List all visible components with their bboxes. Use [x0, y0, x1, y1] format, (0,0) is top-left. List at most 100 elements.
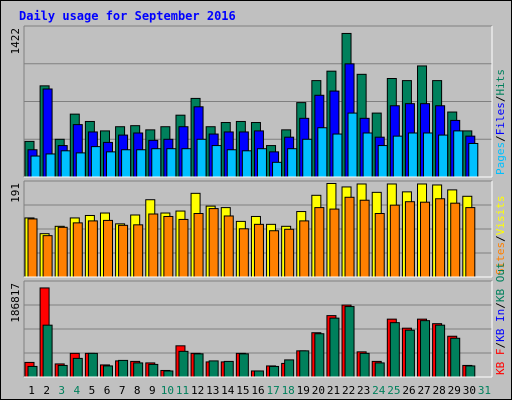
bar-pages-day-20: [317, 127, 328, 178]
bar-pages-day-6: [105, 151, 116, 178]
bar-kb-out-day-14: [223, 360, 234, 378]
x-tick-label: 10: [161, 384, 174, 397]
bar-sites-day-22: [344, 196, 355, 278]
panel-hits-files-pages: 1422 Pages/Files/Hits: [9, 25, 507, 178]
bar-pages-day-13: [211, 145, 222, 178]
x-tick-label: 20: [312, 384, 325, 397]
bar-sites-day-15: [238, 228, 249, 278]
bar-sites-day-4: [72, 222, 83, 278]
legend-separator: /: [494, 235, 507, 242]
bar-kb-out-day-27: [420, 320, 431, 378]
bar-kb-out-day-28: [435, 324, 446, 378]
bar-sites-day-25: [389, 204, 400, 278]
bar-sites-day-1: [27, 218, 38, 278]
legend-item: Files: [494, 102, 507, 135]
legend: Pages/Files/Hits: [494, 69, 507, 175]
bar-kb-out-day-3: [57, 364, 68, 378]
x-tick-label: 17: [266, 384, 279, 397]
bar-kb-out-day-7: [118, 359, 129, 378]
x-tick-label: 19: [297, 384, 310, 397]
bar-kb-out-day-5: [87, 352, 98, 378]
x-tick-label: 30: [463, 384, 476, 397]
bar-sites-day-28: [435, 198, 446, 278]
x-tick-label: 1: [28, 384, 35, 397]
legend-separator: /: [494, 302, 507, 309]
bar-kb-out-day-24: [374, 362, 385, 378]
bar-sites-day-2: [42, 235, 53, 278]
bar-kb-out-day-2: [42, 324, 53, 378]
x-tick-label: 24: [372, 384, 386, 397]
bar-sites-day-20: [314, 207, 325, 278]
bar-sites-day-23: [359, 199, 370, 278]
x-tick-label: 15: [236, 384, 249, 397]
x-tick-label: 27: [417, 384, 430, 397]
bar-pages-day-26: [407, 132, 418, 178]
bar-kb-out-day-19: [299, 350, 310, 378]
bar-kb-out-day-12: [193, 353, 204, 378]
bar-kb-out-day-17: [269, 365, 280, 378]
bar-pages-day-22: [347, 112, 358, 178]
bar-sites-day-27: [420, 201, 431, 278]
bar-pages-day-14: [226, 149, 237, 178]
bar-kb-out-day-11: [178, 350, 189, 378]
x-tick-label: 9: [149, 384, 156, 397]
bar-pages-day-19: [302, 138, 313, 178]
legend: KB F/KB In/KB Out: [494, 262, 507, 375]
bar-sites-day-17: [269, 230, 280, 278]
bar-pages-day-24: [377, 145, 388, 178]
bar-pages-day-21: [332, 133, 343, 178]
x-tick-label: 7: [119, 384, 126, 397]
bar-sites-day-26: [404, 201, 415, 278]
bar-pages-day-16: [256, 148, 267, 178]
bar-kb-out-day-10: [163, 370, 174, 378]
bar-pages-day-2: [45, 153, 56, 178]
bar-kb-out-day-4: [72, 357, 83, 378]
x-tick-label: 26: [402, 384, 415, 397]
bar-sites-day-16: [253, 223, 264, 278]
bar-pages-day-25: [392, 135, 403, 178]
bar-sites-day-11: [178, 218, 189, 278]
y-max-label: 191: [9, 183, 22, 203]
bar-pages-day-12: [196, 138, 207, 178]
x-tick-label: 22: [342, 384, 355, 397]
x-tick-label: 16: [251, 384, 264, 397]
bar-sites-day-30: [465, 207, 476, 278]
bar-pages-day-1: [30, 155, 41, 178]
bar-sites-day-19: [299, 220, 310, 278]
bar-pages-day-17: [272, 161, 283, 178]
bar-pages-day-23: [362, 132, 373, 178]
bar-pages-day-11: [181, 148, 192, 178]
bar-sites-day-13: [208, 208, 219, 278]
bar-kb-out-day-16: [253, 370, 264, 378]
legend-item: Visits: [494, 196, 507, 236]
chart-title: Daily usage for September 2016: [19, 9, 236, 23]
bar-kb-out-day-22: [344, 306, 355, 378]
legend-item: KB Out: [494, 262, 507, 302]
bar-sites-day-7: [118, 224, 129, 278]
bar-pages-day-8: [136, 149, 147, 178]
bar-sites-day-21: [329, 208, 340, 278]
bar-kb-out-day-18: [284, 359, 295, 378]
bar-kb-out-day-6: [102, 365, 113, 378]
x-tick-label: 6: [104, 384, 111, 397]
bar-kb-out-day-15: [238, 353, 249, 378]
bar-sites-day-8: [133, 224, 144, 278]
bar-pages-day-4: [75, 152, 86, 178]
bar-sites-day-9: [148, 213, 159, 278]
legend: Sites/Visits: [494, 196, 507, 276]
bar-sites-day-6: [102, 219, 113, 278]
panel-kb-in-out: 186817 KB F/KB In/KB Out: [9, 262, 507, 378]
x-tick-label: 12: [191, 384, 204, 397]
bar-pages-day-27: [423, 132, 434, 178]
bar-sites-day-12: [193, 213, 204, 278]
bar-pages-day-5: [90, 146, 101, 178]
bar-kb-out-day-26: [404, 329, 415, 378]
y-max-label: 186817: [9, 283, 22, 323]
y-max-label: 1422: [9, 28, 22, 55]
x-tick-label: 5: [89, 384, 96, 397]
bar-kb-out-day-13: [208, 360, 219, 378]
x-tick-label: 4: [74, 384, 81, 397]
x-tick-label: 11: [176, 384, 189, 397]
